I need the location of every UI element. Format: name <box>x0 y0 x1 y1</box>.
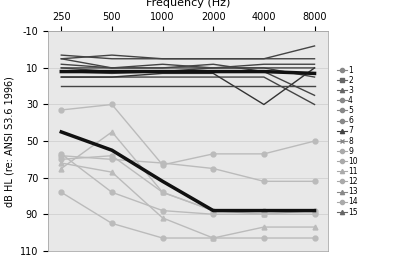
Legend: 1, 2, 3, 4, 5, 6, 7, 8, 9, 10, 11, 12, 13, 14, 15: 1, 2, 3, 4, 5, 6, 7, 8, 9, 10, 11, 12, 1… <box>338 66 358 217</box>
X-axis label: Frequency (Hz): Frequency (Hz) <box>146 0 230 8</box>
Y-axis label: dB HL (re: ANSI S3.6 1996): dB HL (re: ANSI S3.6 1996) <box>4 76 14 206</box>
